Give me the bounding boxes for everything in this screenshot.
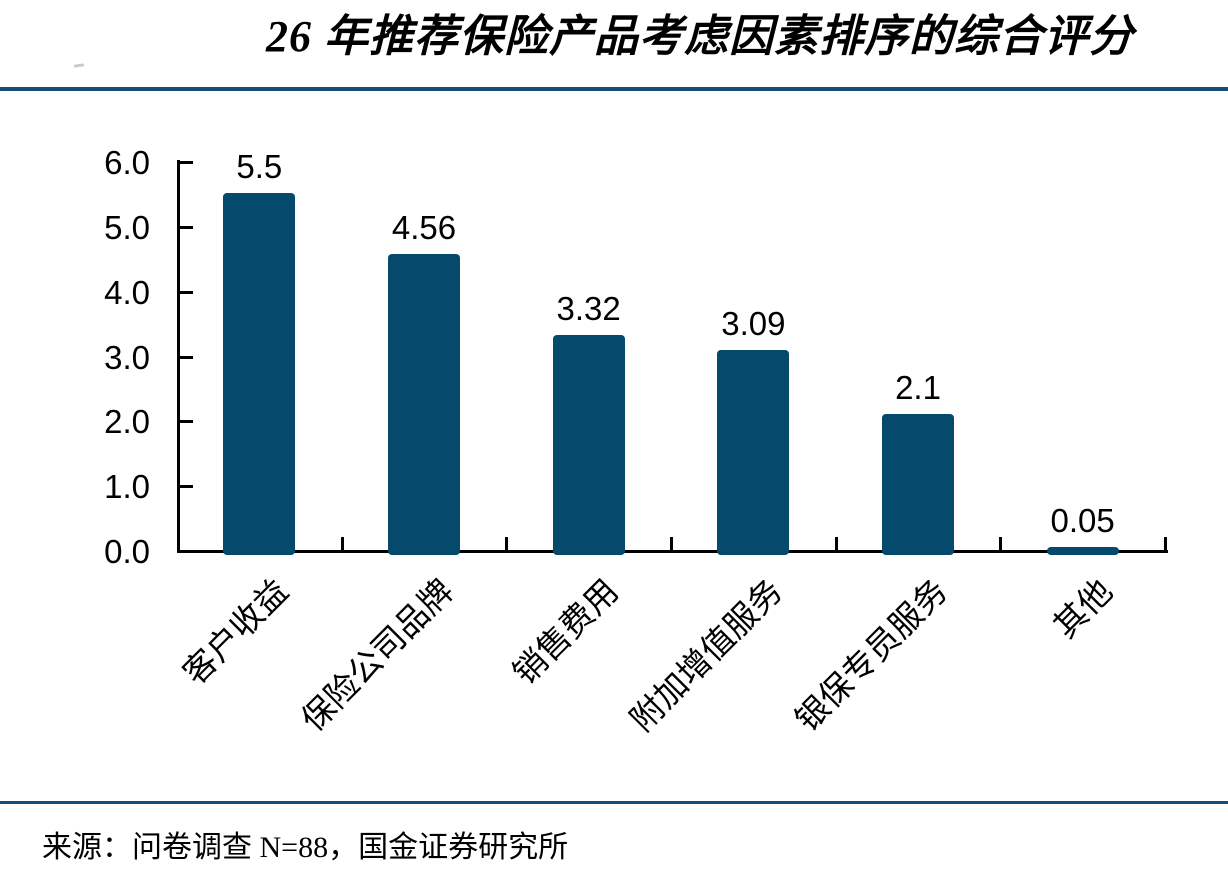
y-axis-tick [180,355,193,359]
bar-value-label: 3.09 [721,304,786,342]
category-label: 客户收益 [176,572,296,692]
bar-chart: 0.0 1.0 2.0 3.0 4.0 5.0 6.0 5.5 客户收益 4.56 保险公司品牌 3.… [104,144,1168,739]
y-axis-tick [180,485,193,489]
bar-value-label: 2.1 [895,368,941,406]
x-axis-tick [340,537,344,550]
y-axis-tick-label: 3.0 [104,338,150,376]
bar [388,254,460,555]
source-note: 来源：问卷调查 N=88，国金证券研究所 [42,831,569,864]
bar [223,193,296,555]
y-axis-tick-label: 2.0 [104,403,150,441]
category-label: 销售费用 [505,572,625,692]
chart-title: 26 年推荐保险产品考虑因素排序的综合评分 [266,12,1134,61]
y-axis-tick [180,225,193,229]
x-axis-tick [1164,537,1167,550]
y-axis-tick-label: 6.0 [104,144,150,181]
bar-value-label: 5.5 [236,148,283,186]
category-label: 银保专员服务 [787,572,955,739]
x-axis-line [177,550,1168,553]
y-axis-tick [180,290,193,294]
bar-value-label: 0.05 [1050,501,1115,539]
y-axis-tick-label: 0.0 [104,533,150,570]
y-axis-tick-label: 5.0 [104,208,150,246]
y-axis-tick-label: 4.0 [104,273,150,311]
x-axis-tick [505,537,509,550]
bar [1046,546,1119,555]
category-label: 保险公司品牌 [293,572,461,739]
x-axis-tick [999,537,1003,550]
y-axis-tick-label: 1.0 [104,468,150,506]
bar-value-label: 3.32 [556,289,621,327]
category-label: 附加增值服务 [623,572,790,739]
bar [552,334,625,555]
x-axis-tick [670,537,673,550]
x-axis-tick [834,537,838,550]
y-axis-tick [180,161,193,164]
title-divider-line [0,87,1228,91]
y-axis-line [177,160,180,553]
footer-divider-line [0,801,1228,804]
bar-value-label: 4.56 [391,209,457,247]
bar [882,413,954,555]
bar [717,349,790,555]
y-axis-tick [180,420,193,424]
category-label: 其他 [1046,572,1119,645]
